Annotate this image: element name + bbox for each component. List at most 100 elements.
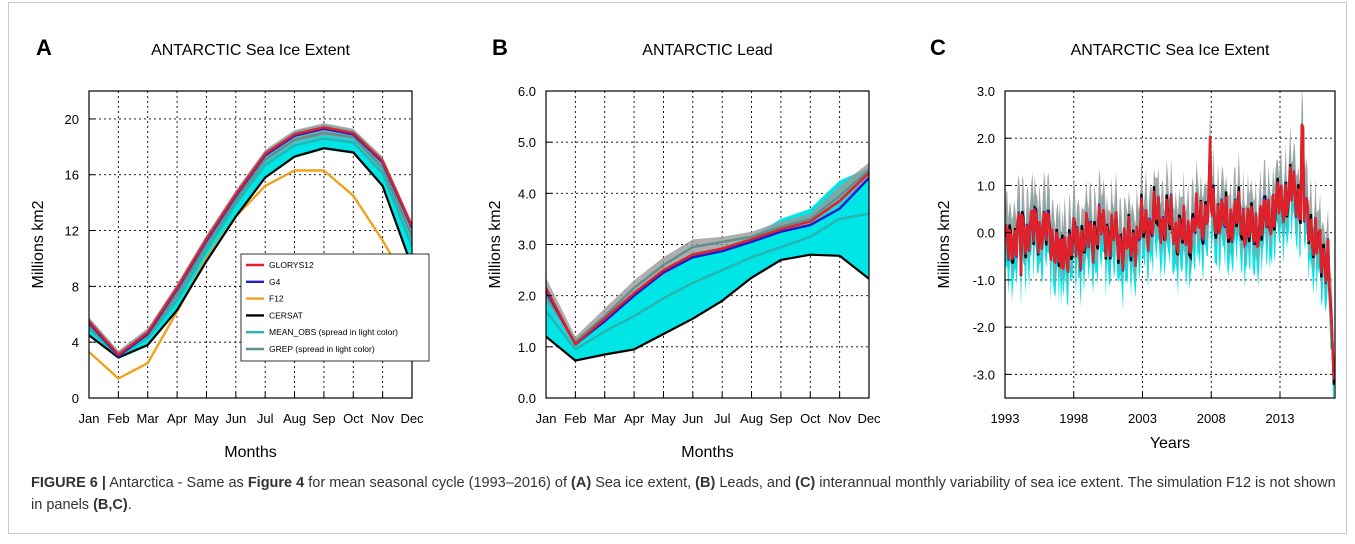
x-axis-label-A: Months xyxy=(224,444,276,461)
x-tick-label-A: Oct xyxy=(343,411,364,426)
caption-text-3: Sea ice extent, xyxy=(591,475,696,491)
caption-panel-c: (C) xyxy=(795,475,816,491)
y-tick-label-A: 4 xyxy=(72,335,79,350)
plot-area-A xyxy=(89,123,412,380)
x-tick-label-A: May xyxy=(194,411,219,426)
plot-area-C xyxy=(1005,91,1335,398)
x-tick-label-B: Feb xyxy=(564,411,586,426)
y-tick-label-B: 0.0 xyxy=(518,391,536,406)
x-tick-label-C: 2013 xyxy=(1266,411,1295,426)
x-tick-label-A: Apr xyxy=(167,411,188,426)
panel-c-chart: 1993 1998 2003 2008 2013 -3.0 -2.0 -1.0 0.0 1.0 2.… xyxy=(936,42,1336,452)
caption-text-5: interannual monthly variability of sea i… xyxy=(31,475,1336,513)
caption-figure-ref: Figure 4 xyxy=(247,475,305,491)
series-line-g4-B xyxy=(546,177,869,346)
x-axis-label-C: Years xyxy=(1150,435,1190,452)
y-tick-label-B: 3.0 xyxy=(518,238,536,253)
figure-frame: A B C Jan Feb Mar Apr May Jun Jul Aug Sep Oct Nov D… xyxy=(8,2,1347,534)
series-line-mean_obs-A xyxy=(89,137,412,358)
x-tick-label-B: May xyxy=(651,411,676,426)
caption-label: FIGURE 6 | xyxy=(31,475,106,491)
plot-frame-C xyxy=(1004,90,1336,399)
obs-spread-band-C xyxy=(1005,101,1334,398)
x-tick-label-C: 1993 xyxy=(991,411,1020,426)
caption-text-6: . xyxy=(127,497,132,513)
caption-panel-a: (A) xyxy=(571,475,592,491)
y-tick-label-A: 20 xyxy=(65,112,79,127)
y-tick-label-A: 0 xyxy=(72,391,79,406)
figure-canvas: A B C Jan Feb Mar Apr May Jun Jul Aug Sep Oct Nov D… xyxy=(30,35,1336,461)
y-tick-label-C: -3.0 xyxy=(973,367,995,382)
series-line-glorys12-B xyxy=(546,172,869,346)
plot-frame-A xyxy=(88,90,413,399)
y-axis-label-C: Millions km2 xyxy=(936,200,953,288)
x-tick-label-C: 2008 xyxy=(1197,411,1226,426)
x-tick-label-C: 1998 xyxy=(1059,411,1088,426)
x-tick-label-A: Nov xyxy=(371,411,395,426)
x-tick-label-A: Feb xyxy=(107,411,129,426)
x-tick-label-B: Sep xyxy=(769,411,792,426)
caption-text-4: Leads, and xyxy=(715,475,796,491)
x-tick-label-A: Jun xyxy=(225,411,246,426)
y-tick-label-B: 4.0 xyxy=(518,186,536,201)
chart-title-B: ANTARCTIC Lead xyxy=(642,42,772,59)
x-tick-label-B: Mar xyxy=(594,411,617,426)
chart-title-A: ANTARCTIC Sea Ice Extent xyxy=(151,42,350,59)
legend-entry: GREP (spread in light color) xyxy=(269,344,375,354)
y-tick-label-C: -2.0 xyxy=(973,320,995,335)
x-tick-label-B: Jun xyxy=(682,411,703,426)
y-tick-label-A: 8 xyxy=(72,279,79,294)
y-tick-label-B: 1.0 xyxy=(518,340,536,355)
y-tick-label-C: 1.0 xyxy=(977,178,995,193)
panel-b-chart: Jan Feb Mar Apr May Jun Jul Aug Sep Oct Nov Dec 0.0 1… xyxy=(487,42,881,461)
x-tick-label-A: Jul xyxy=(257,411,274,426)
y-tick-label-B: 5.0 xyxy=(518,135,536,150)
plot-area-B xyxy=(546,162,869,362)
series-line-cersat-B xyxy=(546,253,869,362)
obs-spread-band-B xyxy=(546,167,869,361)
legend-box xyxy=(240,253,430,362)
x-tick-label-A: Mar xyxy=(137,411,160,426)
x-tick-label-A: Dec xyxy=(400,411,424,426)
figure-caption: FIGURE 6 | Antarctica - Same as Figure 4… xyxy=(31,472,1341,516)
caption-panels-bc: (B,C) xyxy=(93,497,128,513)
y-tick-label-C: 3.0 xyxy=(977,84,995,99)
y-tick-label-A: 12 xyxy=(65,224,79,239)
x-tick-label-A: Jan xyxy=(79,411,100,426)
x-tick-label-B: Aug xyxy=(740,411,763,426)
x-tick-label-C: 2003 xyxy=(1128,411,1157,426)
panel-a-chart: Jan Feb Mar Apr May Jun Jul Aug Sep Oct Nov Dec 0 4 8 1… xyxy=(30,42,430,461)
caption-text-2: for mean seasonal cycle (1993–2016) of xyxy=(304,475,572,491)
legend-entry: CERSAT xyxy=(269,310,303,320)
y-tick-label-B: 6.0 xyxy=(518,84,536,99)
legend-entry: F12 xyxy=(269,294,284,304)
x-tick-label-A: Aug xyxy=(283,411,306,426)
legend-entry: G4 xyxy=(269,277,281,287)
series-line-glorys12-A xyxy=(89,126,412,356)
panel-letter-b: B xyxy=(492,35,508,60)
x-tick-label-B: Oct xyxy=(800,411,821,426)
series-line-cersat-A xyxy=(89,147,412,359)
x-axis-label-B: Months xyxy=(681,444,733,461)
chart-title-C: ANTARCTIC Sea Ice Extent xyxy=(1071,42,1270,59)
panel-letter-c: C xyxy=(930,35,946,60)
caption-text-1: Antarctica - Same as xyxy=(105,475,248,491)
y-tick-label-C: -1.0 xyxy=(973,273,995,288)
panel-letter-a: A xyxy=(36,35,52,60)
y-axis-label-A: Millions km2 xyxy=(30,200,47,288)
caption-panel-b: (B) xyxy=(695,475,716,491)
y-tick-label-B: 2.0 xyxy=(518,289,536,304)
legend-entry: MEAN_OBS (spread in light color) xyxy=(269,327,398,337)
series-line-f12-A xyxy=(89,169,412,380)
legend-entry: GLORYS12 xyxy=(269,260,314,270)
y-axis-label-B: Millions km2 xyxy=(487,200,504,288)
y-tick-label-A: 16 xyxy=(65,168,79,183)
series-line-grep-B xyxy=(546,169,869,343)
x-tick-label-B: Jan xyxy=(536,411,557,426)
y-tick-label-C: 0.0 xyxy=(977,226,995,241)
x-tick-label-B: Dec xyxy=(857,411,881,426)
x-tick-label-B: Apr xyxy=(624,411,645,426)
x-tick-label-A: Sep xyxy=(312,411,335,426)
series-line-mean_obs-B xyxy=(546,212,869,351)
x-tick-label-B: Nov xyxy=(828,411,852,426)
